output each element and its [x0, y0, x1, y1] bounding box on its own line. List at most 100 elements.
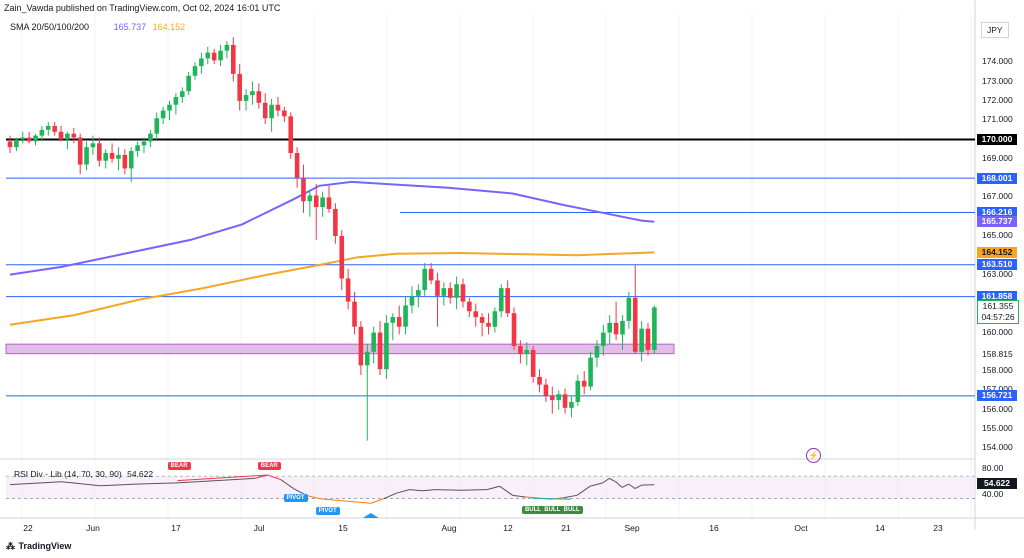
candle-body	[52, 125, 57, 132]
candle-body	[39, 129, 45, 136]
candle-body	[454, 284, 459, 298]
x-tick-label: Jul	[253, 523, 265, 533]
rsi-line	[461, 489, 487, 491]
candle-body	[575, 380, 581, 403]
candle-body	[467, 301, 472, 312]
candle-body	[626, 297, 632, 321]
rsi-line	[609, 477, 616, 483]
rsi-line	[61, 481, 101, 487]
y-tick-label: 167.000	[982, 191, 1013, 202]
brand-footer: ⁂ TradingView	[6, 541, 71, 552]
y-tick-label: 171.000	[982, 114, 1013, 125]
candle-body	[71, 133, 77, 138]
y-tick-label: 172.000	[982, 94, 1013, 105]
candle-body	[313, 195, 319, 208]
bear-badge: BEAR	[167, 462, 191, 470]
candle-body	[65, 133, 70, 140]
candle-body	[473, 311, 479, 318]
candle-body	[173, 97, 179, 105]
lightning-icon[interactable]: ⚡	[806, 448, 821, 463]
candle-body	[492, 311, 498, 327]
rsi-line	[621, 483, 629, 488]
candle-body	[320, 197, 325, 208]
candle-body	[26, 137, 32, 142]
candle-body	[645, 328, 651, 350]
candle-body	[326, 197, 332, 209]
price-level-tag: 168.001	[977, 172, 1017, 184]
rsi-line	[319, 498, 333, 501]
y-tick-label: 154.000	[982, 442, 1013, 453]
candle-body	[435, 280, 440, 296]
candle-body	[122, 154, 128, 169]
candle-body	[224, 44, 230, 51]
pivot-badge: PIVOT	[315, 507, 340, 515]
candle-body	[352, 301, 357, 327]
bear-badge: BEAR	[257, 462, 281, 470]
rsi-line	[422, 489, 436, 492]
rsi-line	[634, 484, 642, 489]
rsi-line	[589, 482, 603, 487]
candle-body	[7, 141, 13, 148]
rsi-line	[280, 479, 294, 489]
indicator-axis-bottom: 40.00	[982, 489, 1004, 499]
rsi-line	[576, 485, 591, 496]
candle-body	[231, 44, 236, 74]
candle-body	[556, 394, 561, 401]
x-tick-label: Sep	[624, 523, 640, 533]
rsi-line	[628, 483, 636, 489]
candle-body	[84, 147, 89, 165]
indicator-value: 54.622	[127, 469, 154, 479]
candle-body	[20, 137, 26, 140]
currency-badge[interactable]: JPY	[981, 22, 1009, 38]
price-level-tag: 156.721	[977, 390, 1017, 402]
candle-body	[109, 152, 115, 159]
bull-badge: BULL	[521, 506, 544, 514]
candle-body	[562, 394, 568, 408]
bar-countdown: 04:57:26	[981, 312, 1015, 323]
candle-body	[250, 91, 255, 96]
x-tick-label: 15	[338, 523, 348, 533]
candle-body	[103, 152, 108, 161]
x-tick-label: 14	[875, 523, 885, 533]
price-level-tag: 163.510	[977, 259, 1017, 271]
publish-info: Zain_Vawda published on TradingView.com,…	[4, 3, 281, 13]
bear-divergence-line	[177, 474, 268, 482]
x-tick-label: 16	[709, 523, 719, 533]
candle-body	[358, 326, 364, 366]
price-level-tag: 161.858	[977, 291, 1017, 303]
candle-body	[301, 178, 306, 202]
candle-body	[116, 154, 121, 159]
pivot-badge: PIVOT	[283, 494, 308, 502]
candle-body	[167, 104, 172, 111]
candle-body	[652, 307, 657, 350]
indicator-label: RSI Div - Lib (14, 70, 30, 90) 54.622	[14, 469, 153, 479]
candle-body	[403, 305, 408, 327]
candle-body	[390, 317, 396, 323]
candle-body	[396, 317, 402, 327]
tradingview-logo-icon: ⁂	[6, 541, 15, 551]
rsi-line	[357, 501, 371, 504]
candle-body	[90, 143, 96, 148]
candle-body	[179, 91, 185, 98]
candle-body	[364, 351, 370, 366]
x-tick-label: 21	[561, 523, 571, 533]
rsi-line	[602, 477, 610, 484]
candle-body	[97, 143, 102, 161]
rsi-line	[499, 485, 513, 496]
indicator-axis-top: 80.00	[982, 463, 1004, 473]
candle-body	[33, 135, 38, 142]
candle-body	[218, 50, 223, 61]
candle-body	[192, 66, 198, 76]
candle-body	[607, 322, 613, 333]
rsi-line	[615, 481, 623, 488]
sma100-value: 165.737	[113, 22, 147, 32]
candle-body	[550, 396, 555, 401]
y-tick-label: 160.000	[982, 326, 1013, 337]
candle-body	[275, 104, 281, 111]
candle-body	[505, 288, 510, 314]
y-tick-label: 173.000	[982, 75, 1013, 86]
candle-body	[339, 236, 345, 279]
rsi-line	[435, 489, 462, 491]
candle-body	[479, 317, 485, 323]
candle-body	[498, 288, 504, 312]
